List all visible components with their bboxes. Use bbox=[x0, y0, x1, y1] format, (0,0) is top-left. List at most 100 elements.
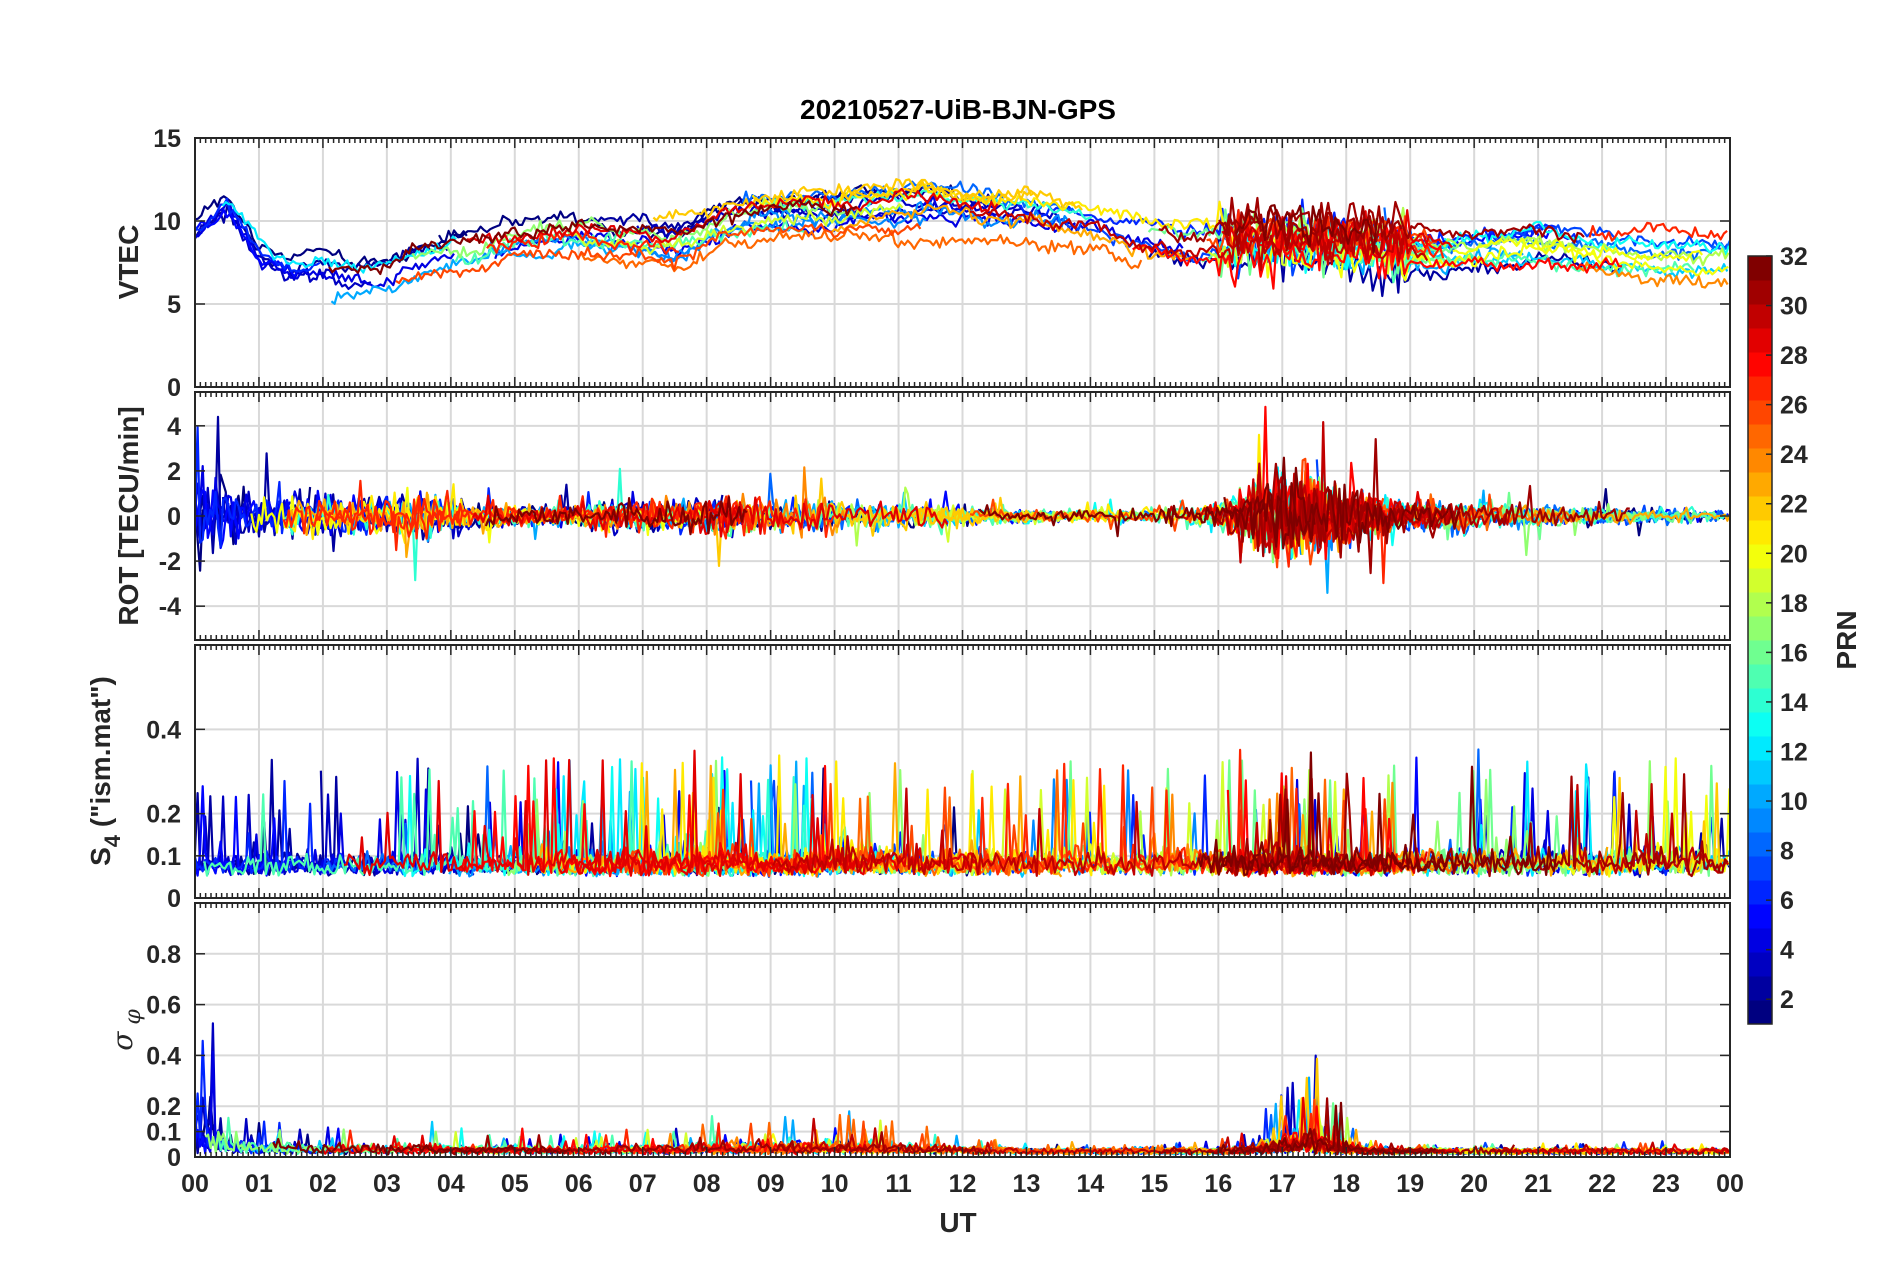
y-tick-label: 0 bbox=[167, 374, 181, 402]
trace-prn-8 bbox=[1383, 207, 1730, 262]
x-tick-label: 10 bbox=[821, 1170, 849, 1198]
trace-prn-31 bbox=[1430, 773, 1729, 878]
trace-prn-17 bbox=[411, 196, 848, 260]
colorbar-segment bbox=[1748, 448, 1772, 473]
trace-prn-31 bbox=[1229, 1097, 1446, 1156]
x-ticks bbox=[194, 645, 1731, 898]
panel-vtec: 0 5 10 15 VTEC bbox=[113, 125, 1731, 402]
colorbar-tick-label: 10 bbox=[1780, 788, 1808, 816]
x-tick-labels: 00 01 02 03 04 05 06 07 08 09 10 11 12 13 14 15 16 17 18 19… bbox=[181, 1170, 1744, 1198]
x-ticks bbox=[194, 903, 1731, 1157]
y-tick-label: 0.6 bbox=[146, 992, 181, 1020]
grid-lines bbox=[194, 903, 1731, 1158]
y-axis: 0 5 10 15 bbox=[153, 125, 1730, 402]
trace-prn-21 bbox=[751, 183, 1247, 247]
trace-prn-5 bbox=[195, 209, 302, 278]
chart-title: 20210527-UiB-BJN-GPS bbox=[800, 94, 1116, 125]
x-tick-label: 14 bbox=[1077, 1170, 1105, 1198]
x-axis-label: UT bbox=[939, 1207, 976, 1238]
panel-data bbox=[195, 405, 1730, 595]
colorbar-segment bbox=[1748, 616, 1772, 641]
y-tick-label: 2 bbox=[167, 458, 181, 486]
trace-prn-32 bbox=[484, 496, 748, 536]
y-tick-label: 15 bbox=[153, 125, 181, 153]
panel-sigphi: 00.10.2 0.4 0.6 0.8 σ φ bbox=[106, 902, 1731, 1172]
trace-prn-32 bbox=[328, 199, 858, 276]
colorbar-tick-label: 28 bbox=[1780, 342, 1808, 370]
y-tick-label: 0.1 bbox=[146, 843, 181, 871]
colorbar-segment bbox=[1748, 832, 1772, 857]
x-tick-label: 22 bbox=[1588, 1170, 1616, 1198]
colorbar-tick-label: 4 bbox=[1780, 937, 1794, 965]
trace-prn-13 bbox=[1443, 220, 1730, 256]
x-tick-label: 13 bbox=[1013, 1170, 1041, 1198]
trace-prn-22 bbox=[840, 178, 1038, 208]
colorbar-tick-label: 6 bbox=[1780, 887, 1794, 915]
trace-prn-27 bbox=[486, 230, 680, 255]
colorbar-segment bbox=[1748, 712, 1772, 737]
x-tick-label: 21 bbox=[1524, 1170, 1552, 1198]
colorbar-segment bbox=[1748, 400, 1772, 425]
trace-prn-26 bbox=[395, 223, 922, 285]
colorbar-segment bbox=[1748, 976, 1772, 1001]
colorbar-tick-label: 18 bbox=[1780, 590, 1808, 618]
colorbar-segment bbox=[1748, 736, 1772, 761]
y-tick-label: 0.2 bbox=[146, 1093, 181, 1121]
panel-s4: 0 0.1 0.2 0.4 S4 ("ism.mat") bbox=[85, 644, 1731, 913]
trace-prn-29 bbox=[466, 187, 999, 245]
colorbar-segment bbox=[1748, 688, 1772, 713]
colorbar-label: PRN bbox=[1831, 610, 1862, 669]
colorbar-segment bbox=[1748, 496, 1772, 521]
y-axis-label: σ φ bbox=[106, 1009, 146, 1051]
trace-prn-27 bbox=[1588, 221, 1728, 242]
trace-prn-23 bbox=[282, 491, 638, 559]
trace-prn-32 bbox=[1223, 466, 1461, 550]
x-tick-label: 05 bbox=[501, 1170, 529, 1198]
colorbar-segment bbox=[1748, 592, 1772, 617]
x-tick-label: 20 bbox=[1460, 1170, 1488, 1198]
colorbar-segment bbox=[1748, 280, 1772, 305]
colorbar-tick-label: 32 bbox=[1780, 243, 1808, 271]
y-tick-label: -2 bbox=[159, 548, 181, 576]
y-axis: 00.10.2 0.4 0.6 0.8 bbox=[146, 941, 1730, 1172]
y-tick-label: 0 bbox=[167, 885, 181, 913]
x-tick-label: 01 bbox=[245, 1170, 273, 1198]
colorbar-segment bbox=[1748, 904, 1772, 929]
trace-prn-22 bbox=[652, 179, 1083, 222]
colorbar-tick-label: 16 bbox=[1780, 639, 1808, 667]
trace-prn-4 bbox=[195, 200, 455, 288]
colorbar-tick-label: 26 bbox=[1780, 392, 1808, 420]
colorbar-segment bbox=[1748, 352, 1772, 377]
colorbar-segment bbox=[1748, 784, 1772, 809]
trace-prn-28 bbox=[1132, 238, 1623, 290]
trace-prn-24 bbox=[1577, 261, 1729, 289]
y-tick-label: 0.2 bbox=[146, 801, 181, 829]
x-tick-label: 00 bbox=[1716, 1170, 1744, 1198]
colorbar-segment bbox=[1748, 376, 1772, 401]
colorbar-tick-label: 20 bbox=[1780, 540, 1808, 568]
trace-prn-29 bbox=[343, 749, 875, 878]
x-tick-label: 16 bbox=[1204, 1170, 1232, 1198]
y-axis: 0 0.1 0.2 0.4 bbox=[146, 716, 1730, 913]
y-tick-label: 0 bbox=[167, 1144, 181, 1172]
x-tick-label: 06 bbox=[565, 1170, 593, 1198]
colorbar-tick-label: 12 bbox=[1780, 738, 1808, 766]
y-tick-label: -4 bbox=[159, 593, 181, 621]
y-tick-label: 10 bbox=[153, 208, 181, 236]
x-tick-label: 12 bbox=[949, 1170, 977, 1198]
colorbar-segment bbox=[1748, 328, 1772, 353]
colorbar-segment bbox=[1748, 952, 1772, 977]
colorbar-tick-label: 24 bbox=[1780, 441, 1808, 469]
colorbar-segment bbox=[1748, 568, 1772, 593]
trace-prn-31 bbox=[1218, 196, 1403, 252]
trace-prn-30 bbox=[969, 209, 1429, 272]
x-ticks bbox=[194, 392, 1731, 640]
x-tick-label: 15 bbox=[1140, 1170, 1168, 1198]
colorbar-frame bbox=[1747, 255, 1773, 1025]
x-tick-label: 09 bbox=[757, 1170, 785, 1198]
y-axis-label: VTEC bbox=[113, 225, 144, 300]
colorbar-tick-label: 30 bbox=[1780, 293, 1808, 321]
